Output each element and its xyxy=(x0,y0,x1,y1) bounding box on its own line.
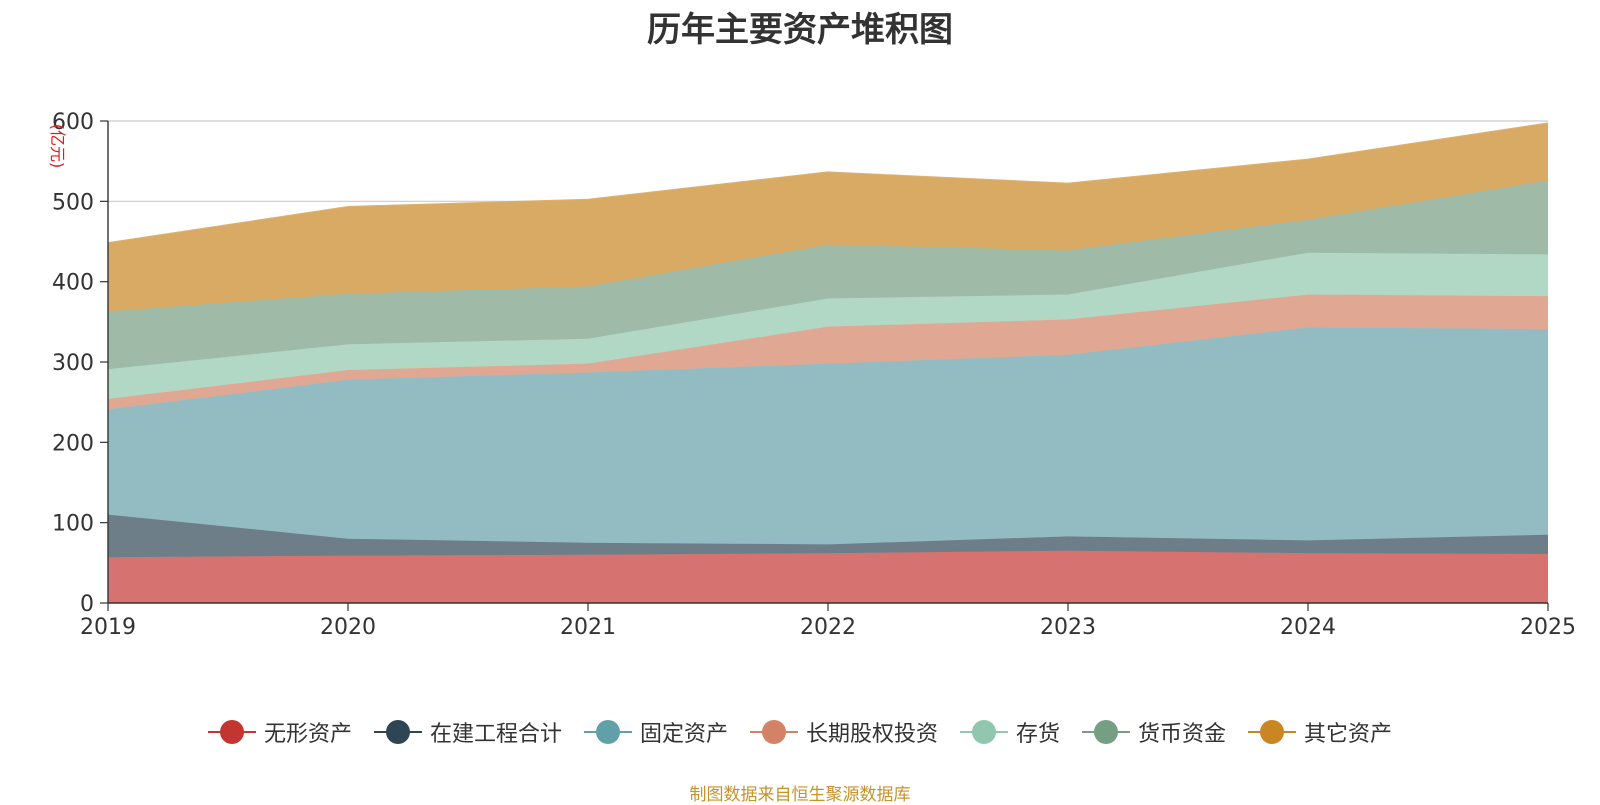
legend-marker-icon xyxy=(207,720,256,744)
chart-title: 历年主要资产堆积图 xyxy=(647,10,953,50)
legend-item-2[interactable]: 在建工程合计 xyxy=(373,716,562,748)
y-tick-label: 500 xyxy=(52,190,94,215)
axis-layer: 0 100 200 300 400 500 600 2019 2020 2021 2022 2023 2… xyxy=(52,110,1576,640)
x-tick-label: 2020 xyxy=(320,615,376,640)
area-series-7 xyxy=(108,123,1548,312)
legend-item-3[interactable]: 固定资产 xyxy=(583,716,728,748)
x-tick-label: 2022 xyxy=(800,615,856,640)
area-layer xyxy=(107,122,1549,603)
area-series-2 xyxy=(108,514,1548,558)
legend-item-7[interactable]: 其它资产 xyxy=(1248,716,1392,748)
area-series-5 xyxy=(108,252,1548,399)
y-tick-label: 400 xyxy=(52,271,94,296)
legend-label: 其它资产 xyxy=(1304,722,1393,747)
source-note: 制图数据来自恒生聚源数据库 xyxy=(689,785,911,805)
y-tick-label: 200 xyxy=(52,431,94,456)
legend-item-1[interactable]: 无形资产 xyxy=(207,716,352,748)
y-tick-label: 300 xyxy=(52,351,94,376)
legend-item-6[interactable]: 货币资金 xyxy=(1082,716,1226,748)
legend-label: 固定资产 xyxy=(639,722,728,747)
y-tick-label: 100 xyxy=(52,512,94,537)
y-tick-label: 0 xyxy=(80,592,94,617)
legend: 无形资产 在建工程合计 固定资产 长期股权投资 存货 货币资金 其它资产 xyxy=(0,716,1600,748)
area-series-4 xyxy=(108,294,1548,410)
legend-marker-icon xyxy=(749,720,798,744)
legend-label: 长期股权投资 xyxy=(805,722,938,747)
x-tick-label: 2025 xyxy=(1520,615,1576,640)
area-series-6 xyxy=(108,180,1548,370)
legend-marker-icon xyxy=(583,720,632,744)
legend-label: 货币资金 xyxy=(1138,722,1227,747)
x-tick-label: 2024 xyxy=(1280,615,1336,640)
x-tick-label: 2021 xyxy=(560,615,616,640)
legend-label: 存货 xyxy=(1016,722,1061,747)
y-tick-label: 600 xyxy=(52,110,94,135)
area-edge-series-7 xyxy=(107,122,1549,245)
area-edge-series-5 xyxy=(107,251,1549,371)
legend-label: 无形资产 xyxy=(263,722,352,747)
y-axis-unit-label: (亿元) xyxy=(48,124,67,169)
legend-label: 在建工程合计 xyxy=(429,722,562,747)
area-series-1 xyxy=(108,550,1548,603)
area-series-3 xyxy=(108,327,1548,545)
legend-item-5[interactable]: 存货 xyxy=(960,716,1060,748)
legend-marker-icon xyxy=(373,720,422,744)
legend-marker-icon xyxy=(1082,720,1131,744)
legend-item-4[interactable]: 长期股权投资 xyxy=(749,716,938,748)
legend-marker-icon xyxy=(1248,720,1297,744)
legend-marker-icon xyxy=(960,720,1008,744)
x-tick-label: 2019 xyxy=(80,615,136,640)
x-tick-label: 2023 xyxy=(1040,615,1096,640)
